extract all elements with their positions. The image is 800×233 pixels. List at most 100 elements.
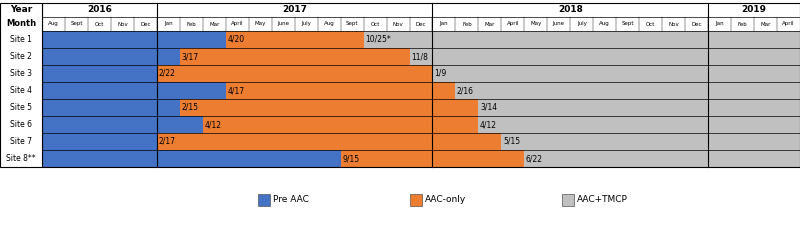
Text: Site 3: Site 3 [10, 69, 32, 78]
Bar [341, 150, 524, 167]
Text: Oct: Oct [370, 21, 380, 27]
Text: Mar: Mar [760, 21, 770, 27]
Bar [42, 82, 226, 99]
Text: Jan: Jan [164, 21, 173, 27]
Text: Pre AAC: Pre AAC [273, 195, 309, 205]
Bar [42, 133, 157, 150]
Bar [0, 31, 800, 48]
Bar [0, 99, 800, 116]
Bar [42, 150, 341, 167]
Bar [226, 31, 363, 48]
Bar [0, 65, 800, 82]
Bar [42, 65, 157, 82]
Text: Aug: Aug [599, 21, 610, 27]
Text: Jan: Jan [440, 21, 448, 27]
Text: Dec: Dec [691, 21, 702, 27]
Bar [42, 3, 800, 167]
Bar [0, 48, 800, 65]
Bar [157, 65, 433, 82]
Bar [410, 194, 422, 206]
Text: 2/17: 2/17 [158, 137, 175, 146]
Bar [42, 48, 180, 65]
Text: 2017: 2017 [282, 6, 307, 14]
Text: Site 1: Site 1 [10, 35, 32, 44]
Bar [363, 31, 800, 48]
Bar [0, 133, 800, 150]
Bar [0, 3, 42, 167]
Text: Jan: Jan [715, 21, 724, 27]
Text: Site 2: Site 2 [10, 52, 32, 61]
Text: Sept: Sept [346, 21, 358, 27]
Bar [0, 116, 800, 133]
Text: Mar: Mar [485, 21, 495, 27]
Bar [42, 3, 800, 17]
Text: 4/12: 4/12 [480, 120, 497, 129]
Text: 5/15: 5/15 [503, 137, 520, 146]
Text: Sept: Sept [70, 21, 82, 27]
Text: May: May [254, 21, 266, 27]
Bar [455, 82, 800, 99]
Text: 2016: 2016 [87, 6, 112, 14]
Text: April: April [231, 21, 243, 27]
Text: Site 4: Site 4 [10, 86, 32, 95]
Bar [502, 133, 800, 150]
Text: 11/8: 11/8 [411, 52, 428, 61]
Bar [410, 48, 800, 65]
Text: AAC+TMCP: AAC+TMCP [577, 195, 628, 205]
Text: 4/12: 4/12 [204, 120, 222, 129]
Text: Nov: Nov [393, 21, 403, 27]
Text: Nov: Nov [668, 21, 679, 27]
Bar [180, 48, 410, 65]
Bar [562, 194, 574, 206]
Text: June: June [277, 21, 289, 27]
Text: Aug: Aug [324, 21, 334, 27]
Text: Feb: Feb [186, 21, 196, 27]
Text: July: July [577, 21, 586, 27]
Bar [42, 31, 226, 48]
Text: 10/25*: 10/25* [365, 35, 391, 44]
Text: Oct: Oct [94, 21, 104, 27]
Bar [478, 99, 800, 116]
Text: Dec: Dec [416, 21, 426, 27]
Text: Sept: Sept [622, 21, 634, 27]
Text: July: July [302, 21, 311, 27]
Text: June: June [553, 21, 565, 27]
Text: April: April [782, 21, 794, 27]
Text: Aug: Aug [48, 21, 59, 27]
Bar [226, 82, 455, 99]
Text: 4/17: 4/17 [227, 86, 244, 95]
Text: 2/22: 2/22 [158, 69, 175, 78]
Text: Oct: Oct [646, 21, 655, 27]
Bar [258, 194, 270, 206]
Text: Feb: Feb [462, 21, 472, 27]
Text: Year: Year [10, 6, 32, 14]
Text: 6/22: 6/22 [526, 154, 543, 163]
Bar [202, 116, 478, 133]
Text: 4/20: 4/20 [227, 35, 244, 44]
Text: 3/17: 3/17 [182, 52, 198, 61]
Text: 2018: 2018 [558, 6, 582, 14]
Bar [433, 65, 800, 82]
Text: 2/16: 2/16 [457, 86, 474, 95]
Text: 3/14: 3/14 [480, 103, 497, 112]
Text: Mar: Mar [209, 21, 219, 27]
Text: Site 6: Site 6 [10, 120, 32, 129]
Text: 2019: 2019 [742, 6, 766, 14]
Bar [0, 150, 800, 167]
Text: 2/15: 2/15 [182, 103, 198, 112]
Bar [524, 150, 800, 167]
Bar [157, 133, 502, 150]
Text: Month: Month [6, 20, 36, 28]
Text: AAC-only: AAC-only [425, 195, 466, 205]
Text: Feb: Feb [738, 21, 747, 27]
Bar [42, 17, 800, 31]
Text: Site 5: Site 5 [10, 103, 32, 112]
Text: Site 8**: Site 8** [6, 154, 36, 163]
Text: Nov: Nov [117, 21, 128, 27]
Bar [42, 116, 202, 133]
Text: Dec: Dec [140, 21, 150, 27]
Text: May: May [530, 21, 542, 27]
Text: Site 7: Site 7 [10, 137, 32, 146]
Bar [42, 99, 180, 116]
Text: 9/15: 9/15 [342, 154, 359, 163]
